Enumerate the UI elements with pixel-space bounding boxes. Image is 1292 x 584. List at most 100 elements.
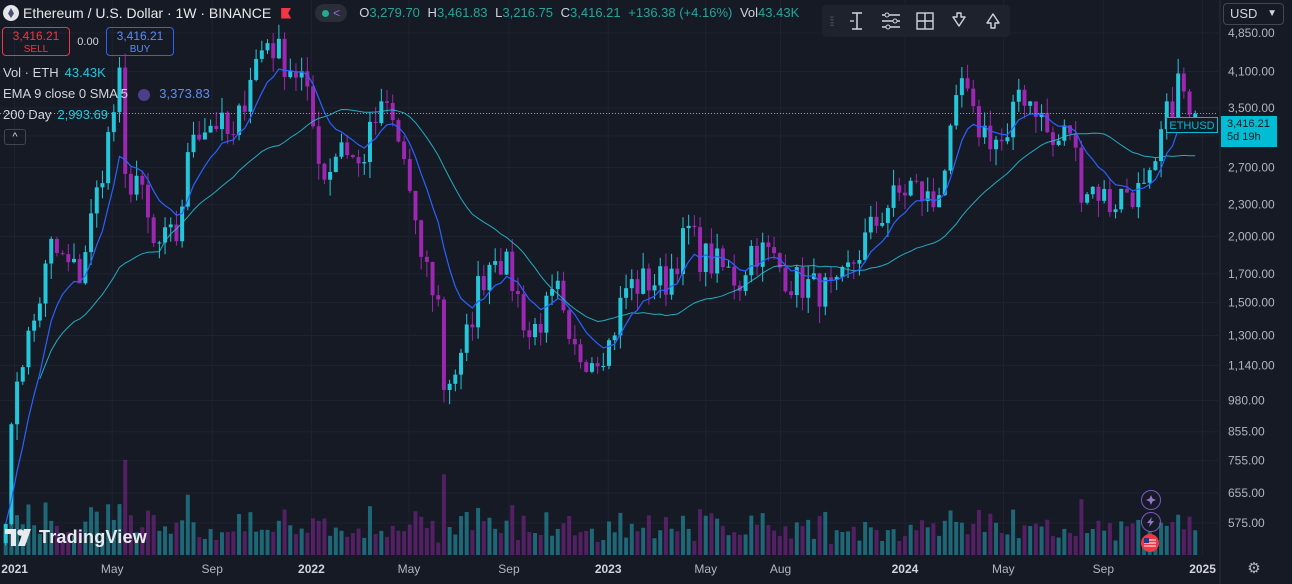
price-tick-label: 4,100.00: [1228, 65, 1275, 79]
volume-bar: [851, 526, 856, 555]
sell-button[interactable]: 3,416.21 SELL: [2, 27, 70, 56]
candle-body: [504, 251, 509, 275]
candle-body: [874, 216, 879, 226]
volume-bar: [891, 529, 896, 555]
candle-body: [1164, 101, 1169, 130]
arrow-down-icon[interactable]: [942, 5, 976, 37]
volume-bar: [994, 522, 999, 555]
candle-body: [1016, 89, 1021, 102]
candle-body: [789, 291, 794, 296]
market-open-dot-icon: [322, 9, 330, 17]
price-tick-label: 2,000.00: [1228, 230, 1275, 244]
collapse-legend-button[interactable]: ^: [4, 129, 26, 145]
candle-body: [538, 323, 543, 333]
share-icon: <: [333, 6, 341, 20]
volume-bar: [874, 530, 879, 555]
candle-body: [419, 220, 424, 257]
price-tick-label: 2,300.00: [1228, 197, 1275, 211]
volume-bar: [1136, 519, 1141, 555]
candle-body: [89, 213, 94, 253]
flash-icon[interactable]: [1141, 512, 1161, 532]
volume-bar: [441, 474, 446, 555]
volume-bar: [1056, 537, 1061, 555]
candle-body: [265, 43, 270, 51]
volume-bar: [561, 523, 566, 555]
volume-bar: [925, 527, 930, 555]
volume-bar: [1028, 526, 1033, 555]
candle-body: [430, 261, 435, 296]
volume-bar: [1045, 519, 1050, 555]
candle-body: [942, 170, 947, 196]
candle-body: [692, 225, 697, 228]
volume-bar: [413, 511, 418, 555]
volume-bar: [572, 535, 577, 555]
last-price-label: 3,416.21 5d 19h: [1221, 116, 1277, 147]
candle-body: [77, 258, 82, 284]
volume-bar: [948, 510, 953, 555]
buy-button[interactable]: 3,416.21 BUY: [106, 27, 174, 56]
volume-bar: [339, 530, 344, 555]
volume-bar: [1068, 532, 1073, 555]
candle-body: [43, 263, 48, 304]
candle-body: [322, 163, 327, 180]
candle-body: [1033, 101, 1038, 117]
candle-body: [851, 262, 856, 264]
time-tick-label: May: [992, 562, 1015, 576]
flag-icon[interactable]: [281, 7, 292, 19]
candle-body: [20, 367, 25, 382]
volume-bar: [510, 505, 515, 555]
status-pill[interactable]: <: [315, 4, 348, 22]
settings-gear-icon[interactable]: ⚙: [1247, 560, 1261, 577]
candle-body: [885, 207, 890, 223]
candle-body: [1022, 89, 1027, 106]
volume-bar: [686, 528, 691, 555]
volume-bar: [1090, 528, 1095, 555]
ema-settings-icon[interactable]: [137, 88, 150, 101]
volume-bar: [1181, 529, 1186, 555]
volume-bar: [1159, 522, 1164, 555]
candle-body: [595, 363, 600, 367]
volume-bar: [692, 541, 697, 555]
candle-body: [345, 142, 350, 156]
volume-bar: [242, 531, 247, 555]
price-tick-label: 1,700.00: [1228, 267, 1275, 281]
volume-bar: [94, 511, 99, 555]
candle-body: [180, 206, 185, 242]
time-tick-label: Aug: [770, 562, 791, 576]
volume-bar: [658, 530, 663, 555]
settings-lines-icon[interactable]: [874, 5, 908, 37]
drag-handle-icon[interactable]: ⁞⁞: [829, 13, 834, 29]
currency-select[interactable]: USD ▼: [1223, 3, 1284, 25]
tradingview-logo[interactable]: TradingView: [5, 527, 147, 548]
symbol-header[interactable]: Ethereum / U.S. Dollar · 1W · BINANCE < …: [3, 3, 799, 23]
indicator-ma200[interactable]: 200 Day 2,993.69: [3, 107, 109, 122]
volume-bar: [77, 530, 82, 555]
time-tick-label: Sep: [1093, 562, 1115, 576]
volume-bar: [1079, 499, 1084, 555]
volume-bar: [914, 530, 919, 555]
volume-bar: [15, 515, 20, 555]
candle-body: [3, 523, 8, 544]
symbol-title[interactable]: Ethereum / U.S. Dollar · 1W · BINANCE: [23, 5, 272, 21]
volume-bar: [902, 536, 907, 555]
text-cursor-icon[interactable]: [840, 5, 874, 37]
ideas-icon[interactable]: [1141, 490, 1161, 510]
arrow-up-icon[interactable]: [976, 5, 1010, 37]
indicator-volume[interactable]: Vol · ETH 43.43K: [3, 65, 106, 80]
volume-bar: [390, 525, 395, 555]
chevron-down-icon: ▼: [1267, 8, 1277, 19]
time-tick-label: Sep: [498, 562, 520, 576]
volume-bar: [589, 528, 594, 555]
candle-body: [1130, 192, 1135, 208]
indicator-ema[interactable]: EMA 9 close 0 SMA 5 3,373.83: [3, 86, 210, 101]
candle-body: [641, 268, 646, 294]
volume-bar: [180, 520, 185, 555]
us-flag-icon[interactable]: [1141, 534, 1159, 552]
candle-body: [840, 266, 845, 277]
volume-bar: [663, 517, 668, 555]
chart-layout-icon[interactable]: [908, 5, 942, 37]
candle-body: [174, 224, 179, 242]
ethereum-logo-icon: [3, 5, 19, 21]
time-tick-label: 2021: [1, 562, 28, 576]
